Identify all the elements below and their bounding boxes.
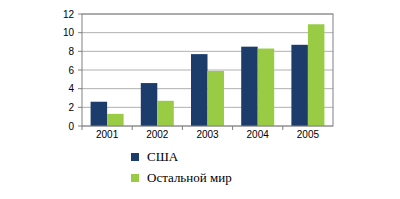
x-tick: [232, 126, 233, 130]
grid-line: [82, 32, 333, 33]
bar: [91, 102, 108, 126]
y-tick: [78, 107, 82, 108]
y-tick-label: 6: [68, 65, 74, 76]
x-tick: [132, 126, 133, 130]
x-tick: [182, 126, 183, 130]
y-tick: [78, 14, 82, 15]
y-tick: [78, 70, 82, 71]
bar: [208, 71, 225, 126]
y-tick: [78, 51, 82, 52]
chart-root: 0 2 4 6 8 10 12 2001 2002 2003 2004 2005 США Остально…: [0, 0, 400, 199]
x-tick-label: 2001: [96, 129, 119, 140]
chart-svg: 0 2 4 6 8 10 12 2001 2002 2003 2004 2005 США Остально…: [0, 0, 400, 199]
legend-label: США: [147, 149, 179, 164]
y-tick-label: 0: [68, 121, 74, 132]
bar: [107, 114, 124, 126]
bar: [141, 83, 158, 126]
bar: [258, 49, 275, 126]
legend-swatch: [131, 153, 139, 161]
x-tick-label: 2005: [297, 129, 320, 140]
bar: [191, 54, 208, 126]
y-tick: [78, 32, 82, 33]
y-tick: [78, 126, 82, 127]
y-tick-label: 4: [68, 83, 74, 94]
legend-label: Остальной мир: [147, 170, 232, 185]
plot-frame: [82, 14, 333, 126]
bar: [241, 47, 258, 126]
y-tick: [78, 88, 82, 89]
x-tick-label: 2002: [146, 129, 169, 140]
x-tick: [282, 126, 283, 130]
y-tick-label: 10: [63, 27, 75, 38]
bar: [291, 45, 308, 126]
bars: [91, 24, 325, 126]
bar: [308, 24, 325, 126]
y-tick-label: 12: [63, 9, 75, 20]
legend-swatch: [131, 174, 139, 182]
x-tick-label: 2004: [247, 129, 270, 140]
y-tick-label: 2: [68, 102, 74, 113]
x-tick: [82, 126, 83, 130]
x-tick-label: 2003: [196, 129, 219, 140]
y-tick-label: 8: [68, 46, 74, 57]
bar: [157, 101, 174, 126]
